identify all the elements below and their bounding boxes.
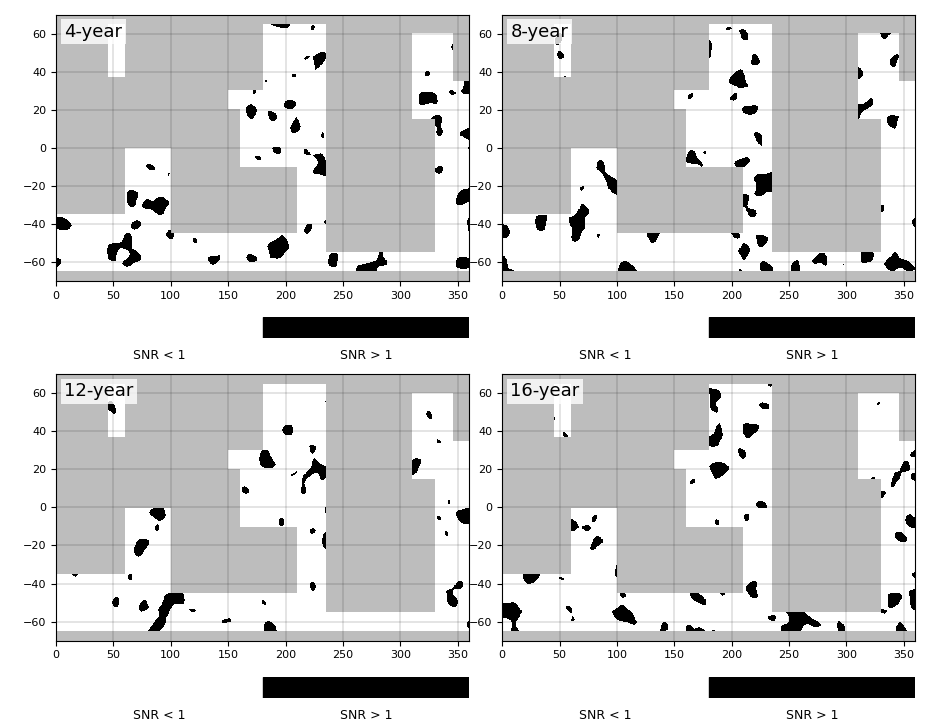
Text: 4-year: 4-year: [64, 23, 122, 41]
Bar: [56, 317, 262, 338]
Bar: [262, 677, 469, 698]
Bar: [502, 677, 709, 698]
Text: SNR > 1: SNR > 1: [340, 349, 392, 362]
Text: SNR > 1: SNR > 1: [785, 709, 839, 722]
Text: 8-year: 8-year: [511, 23, 569, 41]
Text: SNR < 1: SNR < 1: [133, 349, 186, 362]
Bar: [709, 677, 915, 698]
Text: SNR < 1: SNR < 1: [579, 709, 631, 722]
Bar: [56, 677, 262, 698]
Text: SNR > 1: SNR > 1: [785, 349, 839, 362]
Bar: [709, 317, 915, 338]
Text: SNR > 1: SNR > 1: [340, 709, 392, 722]
Bar: [262, 317, 469, 338]
Bar: [502, 317, 709, 338]
Text: 16-year: 16-year: [511, 382, 580, 400]
Text: 12-year: 12-year: [64, 382, 134, 400]
Text: SNR < 1: SNR < 1: [133, 709, 186, 722]
Text: SNR < 1: SNR < 1: [579, 349, 631, 362]
